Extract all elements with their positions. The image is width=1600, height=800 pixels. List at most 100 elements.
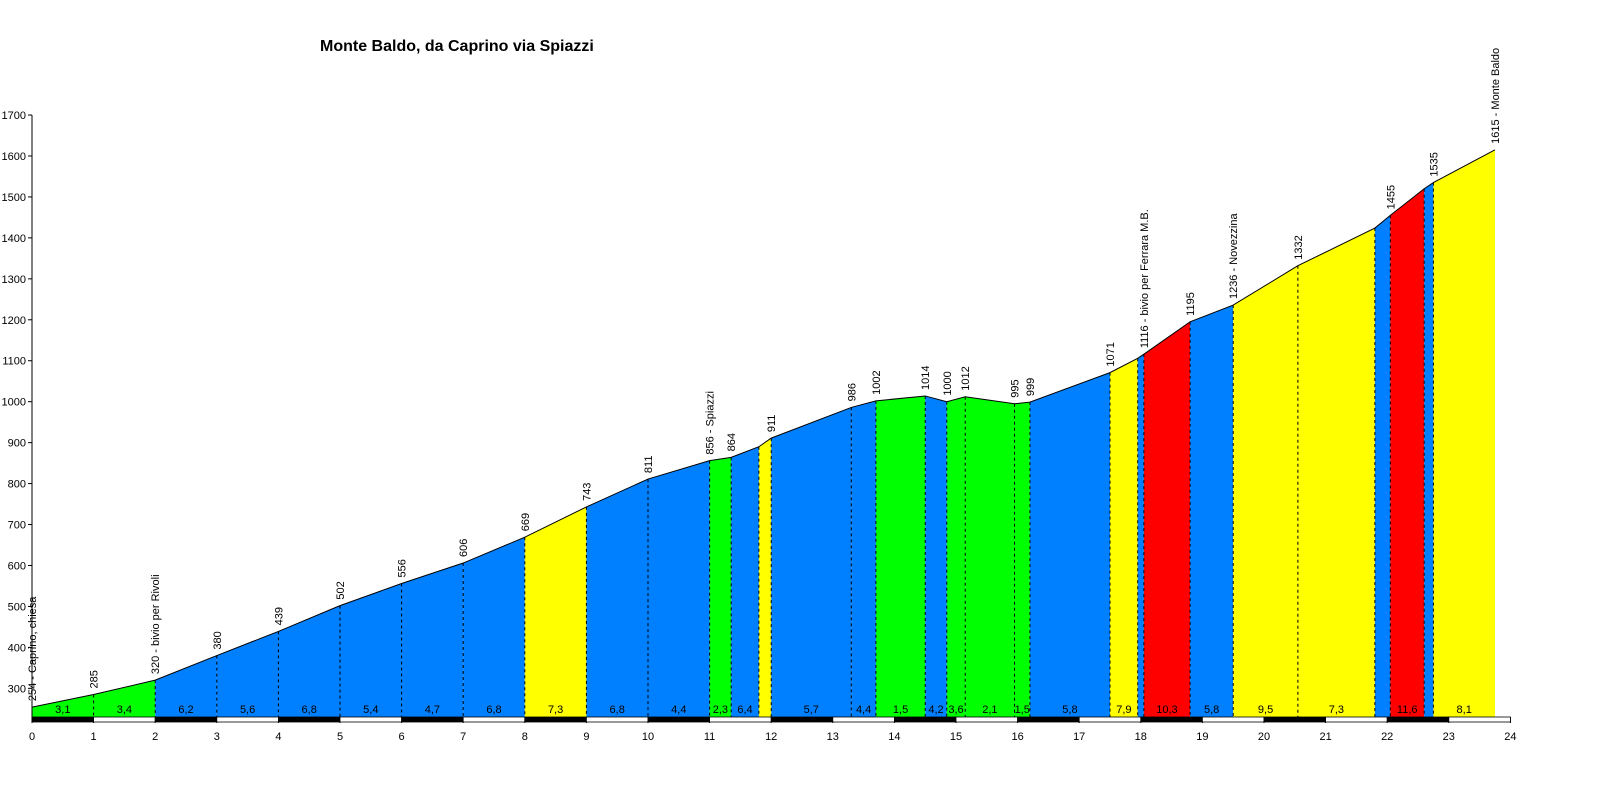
segment-fill — [1143, 321, 1191, 717]
gradient-label: 6,8 — [302, 704, 317, 716]
segment-fill — [93, 680, 156, 717]
segment-dividers — [93, 182, 1434, 717]
x-tick-label: 7 — [460, 731, 466, 743]
km-bar-block — [1448, 716, 1511, 723]
segment-fill — [709, 457, 732, 717]
altitude-label: 856 - Spiazzi — [705, 391, 717, 455]
y-tick-label: 1200 — [2, 315, 26, 327]
x-tick-label: 20 — [1258, 731, 1270, 743]
y-tick-label: 1100 — [2, 356, 26, 368]
segment-fill — [524, 506, 587, 717]
altitude-label: 743 — [581, 483, 593, 501]
km-bar-block — [339, 716, 402, 723]
gradient-label: 7,3 — [548, 704, 563, 716]
gradient-label: 6,4 — [737, 704, 752, 716]
segment-fill — [1137, 354, 1144, 717]
km-bar-block — [1140, 716, 1203, 723]
altitude-label: 864 — [726, 433, 738, 451]
altitude-label: 1014 — [920, 365, 932, 389]
segment-fill — [851, 400, 876, 717]
profile-line — [31, 149, 1496, 708]
altitude-label: 911 — [766, 415, 778, 433]
segment-fill — [731, 446, 759, 717]
segment-fill — [1014, 402, 1030, 717]
gradient-labels: 3,1 3,4 6,2 5,6 6,8 5,4 4,7 6,8 7,3 6,8 4,4 2,3 6,4 5… — [55, 704, 1472, 716]
y-tick-label: 600 — [8, 560, 26, 572]
km-bar-block — [894, 716, 957, 723]
gradient-label: 5,8 — [1062, 704, 1077, 716]
segment-fill — [1190, 305, 1234, 717]
altitude-label: 439 — [273, 607, 285, 625]
altitude-label: 999 — [1025, 378, 1037, 396]
y-tick-label: 900 — [8, 438, 26, 450]
gradient-label: 4,7 — [425, 704, 440, 716]
km-bar-block — [1078, 716, 1142, 723]
segment-fill — [1233, 265, 1298, 717]
x-tick-label: 3 — [214, 731, 220, 743]
altitude-label: 380 — [212, 631, 224, 649]
altitude-label: 1455 — [1385, 185, 1397, 209]
segment-fill — [1374, 215, 1391, 718]
km-bar-block — [1263, 716, 1326, 723]
gradient-label: 1,5 — [893, 704, 908, 716]
km-bar-block — [93, 716, 156, 723]
y-tick-label: 1400 — [2, 233, 26, 245]
km-bar-block — [647, 716, 710, 723]
segment-fill — [155, 655, 217, 717]
y-tick-label: 300 — [8, 683, 26, 695]
altitude-label: 1116 - bivio per Ferrara M.B. — [1139, 209, 1151, 348]
axes: 3004005006007008009001000110012001300140… — [2, 110, 1517, 743]
altitude-label: 1236 - Novezzina — [1228, 213, 1240, 299]
gradient-label: 1,5 — [1015, 704, 1030, 716]
altitude-label: 986 — [846, 383, 858, 401]
x-tick-label: 0 — [29, 731, 35, 743]
gradient-label: 3,6 — [948, 704, 963, 716]
km-bar-block — [1386, 716, 1450, 723]
segment-fill — [1424, 182, 1434, 718]
km-bar-block — [709, 716, 772, 723]
km-bar-block — [955, 716, 1018, 723]
segment-fill — [1029, 372, 1110, 717]
segment-fill — [1390, 188, 1425, 717]
km-bar-block — [832, 716, 895, 723]
x-tick-label: 6 — [399, 731, 405, 743]
gradient-label: 2,3 — [713, 704, 728, 716]
x-tick-label: 2 — [152, 731, 158, 743]
gradient-label: 4,2 — [928, 704, 943, 716]
y-tick-label: 500 — [8, 601, 26, 613]
gradient-label: 5,6 — [240, 704, 255, 716]
altitude-label: 995 — [1010, 379, 1022, 397]
y-tick-label: 400 — [8, 642, 26, 654]
km-bar-block — [1325, 716, 1388, 723]
x-tick-label: 23 — [1443, 731, 1455, 743]
segment-fill — [875, 395, 926, 717]
altitude-label: 1071 — [1105, 342, 1117, 366]
y-tick-label: 1300 — [2, 274, 26, 286]
altitude-label: 1535 — [1428, 152, 1440, 176]
gradient-fills — [32, 149, 1495, 718]
segment-fill — [32, 694, 94, 717]
segment-fill — [278, 605, 340, 717]
x-tick-label: 1 — [91, 731, 97, 743]
gradient-label: 10,3 — [1156, 704, 1177, 716]
x-tick-label: 8 — [522, 731, 528, 743]
gradient-label: 3,1 — [55, 704, 70, 716]
gradient-label: 7,3 — [1329, 704, 1344, 716]
segment-fill — [586, 479, 648, 717]
y-tick-label: 700 — [8, 520, 26, 532]
altitude-label: 1195 — [1185, 292, 1197, 316]
y-tick-label: 1700 — [2, 110, 26, 122]
altitude-label: 811 — [643, 456, 655, 474]
km-bar-block — [462, 716, 526, 723]
altitude-label: 320 - bivio per Rivoli — [150, 574, 162, 674]
altitude-label: 502 — [335, 581, 347, 599]
km-bar-block — [1202, 716, 1265, 723]
altitude-label: 1000 — [942, 371, 954, 395]
altitude-label: 1012 — [960, 366, 972, 390]
x-tick-label: 15 — [950, 731, 962, 743]
gradient-label: 4,4 — [671, 704, 686, 716]
km-scale-bar — [31, 716, 1511, 723]
y-tick-label: 1600 — [2, 151, 26, 163]
x-tick-label: 18 — [1135, 731, 1147, 743]
segment-fill — [648, 460, 710, 717]
